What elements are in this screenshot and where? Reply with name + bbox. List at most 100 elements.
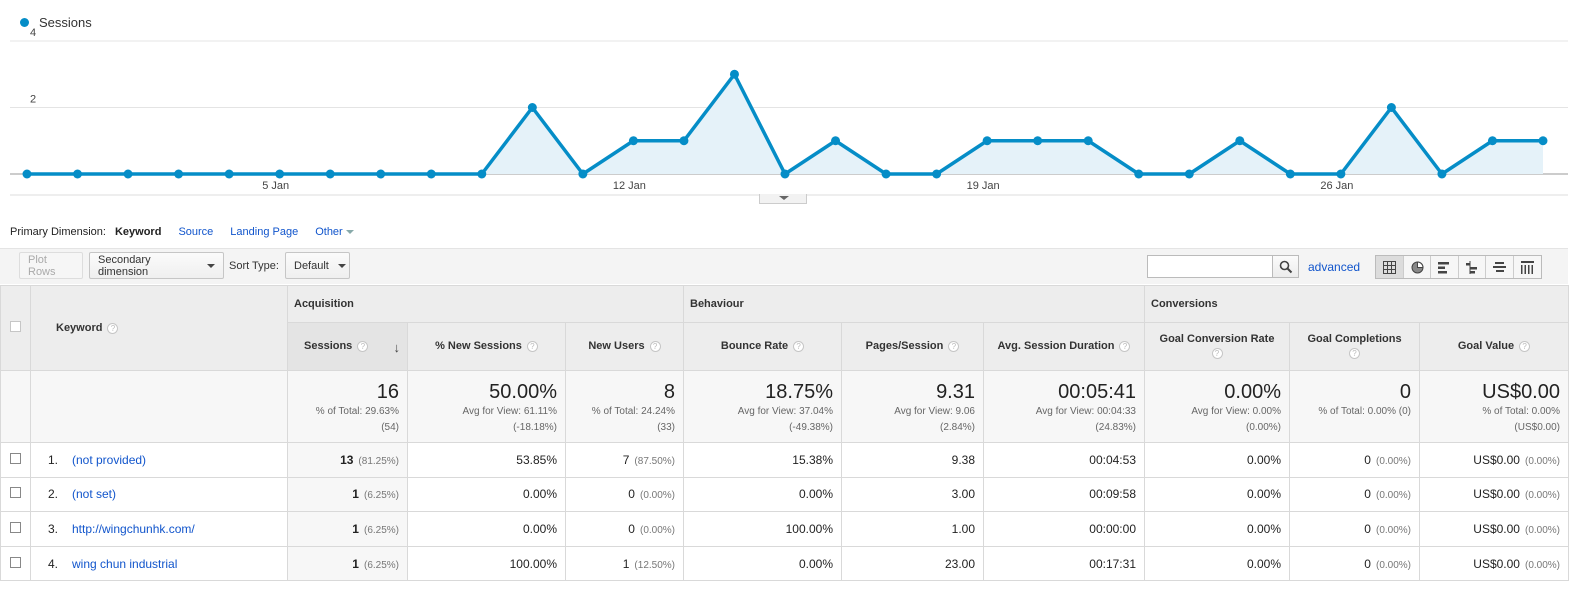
- new-sessions-header-label: % New Sessions: [435, 340, 522, 352]
- total-sub1: Avg for View: 61.11%: [462, 406, 557, 417]
- total-sub2: (33): [657, 422, 675, 433]
- keyword-header[interactable]: Keyword?: [30, 285, 288, 371]
- total-sessions: 16 % of Total: 29.63% (54): [287, 370, 408, 443]
- total-sub2: (24.83%): [1095, 422, 1136, 433]
- keyword-link[interactable]: wing chun industrial: [72, 556, 178, 571]
- goal-value-value: US$0.00: [1473, 487, 1520, 502]
- table-view-button[interactable]: [1376, 256, 1404, 278]
- new-users-value: 1: [622, 556, 630, 571]
- new-users-cell: 7 (87.50%): [565, 442, 684, 478]
- keyword-link[interactable]: (not set): [72, 487, 117, 502]
- pivot-view-button[interactable]: [1514, 256, 1542, 278]
- keyword-link[interactable]: http://wingchunhk.com/: [72, 521, 195, 536]
- total-sub2: (-18.18%): [513, 422, 557, 433]
- bounce-rate-cell: 0.00%: [683, 476, 842, 513]
- new-users-header-label: New Users: [588, 340, 645, 352]
- new-users-pct: (12.50%): [634, 559, 675, 571]
- total-sub2: (US$0.00): [1514, 422, 1560, 433]
- row-checkbox[interactable]: [10, 521, 21, 533]
- comparison-view-button[interactable]: [1459, 256, 1486, 278]
- y-tick-label: 4: [30, 27, 36, 39]
- keyword-link[interactable]: (not provided): [72, 452, 147, 467]
- select-all-checkbox[interactable]: [10, 321, 21, 332]
- total-value: 8: [663, 381, 675, 403]
- goal-completions-pct: (0.00%): [1375, 524, 1411, 536]
- advanced-filter-link[interactable]: advanced: [1308, 260, 1361, 274]
- bounce-rate-header[interactable]: Bounce Rate?: [683, 322, 842, 371]
- primary-dimension-landing-page[interactable]: Landing Page: [230, 226, 299, 238]
- sessions-cell: 1 (6.25%): [287, 511, 408, 547]
- data-point: [22, 169, 32, 179]
- total-bounce-rate: 18.75% Avg for View: 37.04% (-49.38%): [683, 370, 842, 443]
- help-icon[interactable]: ?: [1519, 340, 1531, 352]
- new-users-header[interactable]: New Users?: [565, 322, 684, 371]
- secondary-dimension-dropdown[interactable]: Secondary dimension: [89, 252, 224, 279]
- sessions-value: 1: [352, 487, 359, 502]
- chevron-down-icon: [337, 263, 346, 268]
- row-index: 2.: [48, 487, 59, 502]
- help-icon[interactable]: ?: [1211, 348, 1223, 360]
- help-icon[interactable]: ?: [357, 340, 369, 352]
- help-icon[interactable]: ?: [1349, 348, 1360, 360]
- help-icon[interactable]: ?: [107, 322, 119, 334]
- behaviour-group-header: Behaviour: [683, 285, 1145, 323]
- goal-completions-value: 0: [1364, 452, 1371, 467]
- goal-value-cell: US$0.00 (0.00%): [1419, 442, 1569, 478]
- help-icon[interactable]: ?: [1119, 340, 1131, 352]
- sort-type-dropdown[interactable]: Default: [285, 252, 350, 279]
- new-users-pct: (0.00%): [639, 524, 675, 536]
- sort-descending-icon: ↓: [393, 340, 401, 355]
- data-point: [1487, 136, 1497, 146]
- table-search-input[interactable]: [1147, 255, 1273, 278]
- goal-value-pct: (0.00%): [1524, 559, 1560, 571]
- new-users-value: 0: [628, 521, 635, 536]
- plot-rows-button[interactable]: Plot Rows: [19, 252, 83, 279]
- goal-completions-value: 0: [1364, 521, 1371, 536]
- sessions-value: 1: [352, 556, 359, 571]
- totals-row: 16 % of Total: 29.63% (54) 50.00% Avg for V…: [0, 370, 1569, 443]
- sessions-pct: (6.25%): [363, 490, 399, 502]
- sessions-header[interactable]: Sessions? ↓: [287, 322, 408, 371]
- data-point: [831, 136, 841, 146]
- goal-value-pct: (0.00%): [1524, 455, 1560, 467]
- search-icon: [1279, 260, 1293, 274]
- term-cloud-view-button[interactable]: [1486, 256, 1514, 278]
- pivot-icon: [1520, 261, 1534, 274]
- secondary-dimension-label: Secondary dimension: [98, 253, 151, 278]
- pages-session-header[interactable]: Pages/Session?: [841, 322, 984, 371]
- avg-duration-cell: 00:17:31: [983, 545, 1145, 582]
- avg-duration-header[interactable]: Avg. Session Duration?: [983, 322, 1145, 371]
- primary-dimension-source[interactable]: Source: [178, 226, 214, 238]
- chart-collapse-button[interactable]: [759, 194, 807, 204]
- goal-value-cell: US$0.00 (0.00%): [1419, 545, 1569, 582]
- help-icon[interactable]: ?: [526, 340, 538, 352]
- goal-value-header-label: Goal Value: [1457, 340, 1515, 352]
- goal-value-header[interactable]: Goal Value?: [1419, 322, 1569, 371]
- help-icon[interactable]: ?: [948, 340, 960, 352]
- pages-session-cell: 3.00: [841, 476, 984, 513]
- data-point: [1033, 136, 1043, 146]
- primary-dimension-other[interactable]: Other: [315, 226, 354, 238]
- data-point: [1336, 169, 1346, 179]
- bar-chart-icon: [1438, 262, 1449, 274]
- new-sessions-header[interactable]: % New Sessions?: [407, 322, 566, 371]
- search-button[interactable]: [1272, 255, 1299, 278]
- total-avg-duration: 00:05:41 Avg for View: 00:04:33 (24.83%): [983, 370, 1145, 443]
- total-sub1: % of Total: 0.00% (0): [1318, 406, 1411, 417]
- help-icon[interactable]: ?: [793, 340, 805, 352]
- sessions-value: 13: [340, 452, 354, 467]
- total-goal-completions: 0 % of Total: 0.00% (0): [1289, 370, 1420, 443]
- totals-spacer: [0, 370, 31, 443]
- row-checkbox[interactable]: [10, 556, 21, 568]
- goal-conv-rate-header[interactable]: Goal Conversion Rate?: [1144, 322, 1290, 371]
- goal-completions-header[interactable]: Goal Completions?: [1289, 322, 1420, 371]
- total-goal-value: US$0.00 % of Total: 0.00% (US$0.00): [1419, 370, 1569, 443]
- sessions-pct: (6.25%): [363, 524, 399, 536]
- bounce-rate-header-label: Bounce Rate: [720, 340, 789, 352]
- pie-view-button[interactable]: [1404, 256, 1431, 278]
- avg-duration-cell: 00:09:58: [983, 476, 1145, 513]
- row-checkbox[interactable]: [10, 487, 21, 499]
- help-icon[interactable]: ?: [649, 340, 661, 352]
- performance-view-button[interactable]: [1431, 256, 1459, 278]
- row-checkbox[interactable]: [10, 452, 21, 464]
